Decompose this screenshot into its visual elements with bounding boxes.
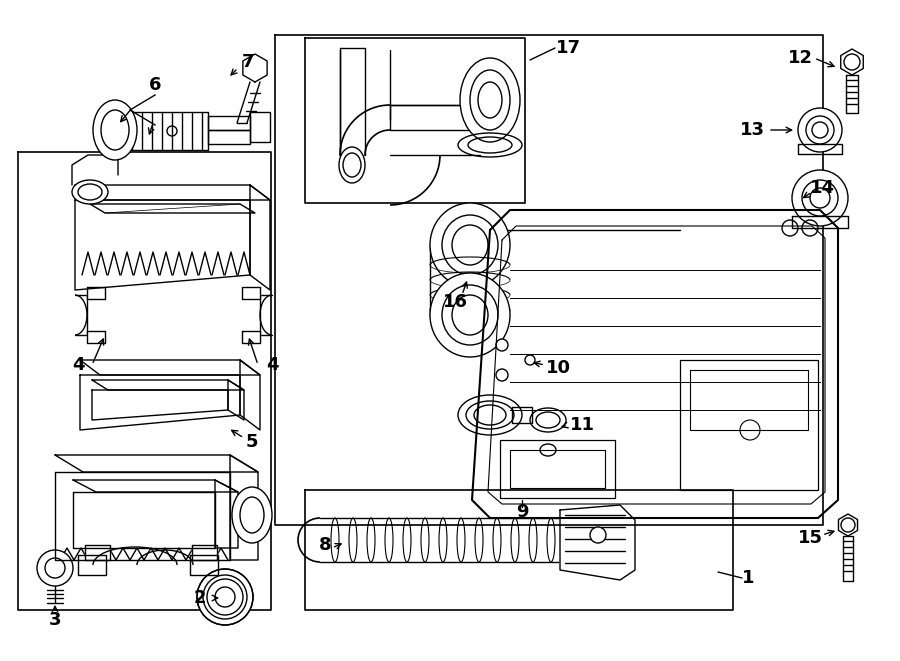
Polygon shape [78, 555, 106, 575]
Text: 8: 8 [319, 536, 331, 554]
Polygon shape [87, 331, 105, 343]
Ellipse shape [430, 203, 510, 287]
Polygon shape [846, 75, 858, 113]
Ellipse shape [460, 58, 520, 142]
Polygon shape [215, 480, 238, 548]
Text: 12: 12 [788, 49, 813, 67]
Polygon shape [243, 54, 267, 82]
Polygon shape [242, 331, 260, 343]
Polygon shape [472, 210, 838, 518]
Polygon shape [208, 116, 250, 130]
Text: 5: 5 [246, 433, 258, 451]
Polygon shape [80, 375, 240, 430]
Polygon shape [560, 505, 635, 580]
Circle shape [496, 339, 508, 351]
Text: 4: 4 [266, 356, 278, 374]
Text: 9: 9 [516, 503, 528, 521]
Polygon shape [75, 185, 270, 200]
Circle shape [496, 369, 508, 381]
Ellipse shape [232, 487, 272, 543]
Ellipse shape [458, 395, 522, 435]
Polygon shape [73, 480, 238, 492]
Text: 1: 1 [742, 569, 754, 587]
Polygon shape [73, 492, 215, 548]
Polygon shape [843, 536, 853, 581]
Text: 11: 11 [570, 416, 595, 434]
Polygon shape [250, 112, 270, 142]
Ellipse shape [470, 70, 510, 130]
Circle shape [197, 569, 253, 625]
Polygon shape [839, 514, 858, 536]
Polygon shape [798, 144, 842, 154]
Polygon shape [87, 287, 105, 299]
Polygon shape [242, 287, 260, 299]
Polygon shape [250, 185, 270, 290]
Ellipse shape [72, 180, 108, 204]
Circle shape [792, 170, 848, 226]
Text: 15: 15 [797, 529, 823, 547]
Polygon shape [75, 200, 250, 290]
Circle shape [798, 108, 842, 152]
Polygon shape [55, 455, 258, 472]
Polygon shape [230, 455, 258, 560]
Text: 13: 13 [740, 121, 764, 139]
Text: 7: 7 [242, 53, 254, 71]
Circle shape [590, 527, 606, 543]
Text: 2: 2 [194, 589, 206, 607]
Text: 4: 4 [72, 356, 85, 374]
Text: 17: 17 [555, 39, 580, 57]
Polygon shape [208, 130, 250, 144]
Text: 6: 6 [148, 76, 161, 94]
Polygon shape [792, 216, 848, 228]
Text: 16: 16 [443, 293, 467, 311]
Text: 10: 10 [545, 359, 571, 377]
Circle shape [525, 355, 535, 365]
Polygon shape [128, 112, 208, 150]
Polygon shape [192, 545, 217, 560]
Circle shape [802, 180, 838, 216]
Ellipse shape [540, 444, 556, 456]
Circle shape [806, 116, 834, 144]
Polygon shape [841, 49, 863, 75]
Ellipse shape [530, 408, 566, 432]
Polygon shape [512, 407, 532, 423]
Circle shape [207, 579, 243, 615]
Polygon shape [55, 472, 230, 560]
Ellipse shape [442, 215, 498, 275]
Ellipse shape [430, 273, 510, 357]
Polygon shape [190, 555, 218, 575]
Polygon shape [80, 360, 260, 375]
Circle shape [37, 550, 73, 586]
Text: 14: 14 [809, 179, 834, 197]
Polygon shape [85, 545, 110, 560]
Text: 3: 3 [49, 611, 61, 629]
Ellipse shape [442, 285, 498, 345]
Ellipse shape [466, 401, 514, 429]
Polygon shape [240, 360, 260, 430]
Ellipse shape [93, 100, 137, 160]
